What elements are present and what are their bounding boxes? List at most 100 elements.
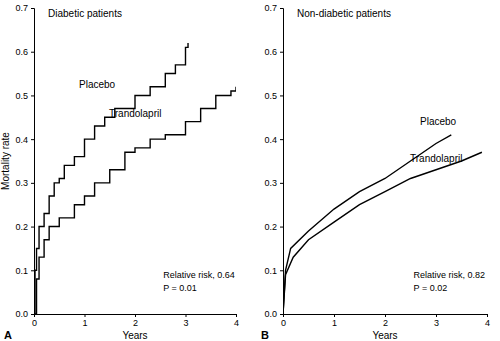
tick-mark — [135, 314, 136, 317]
tick: 0.3 — [15, 178, 34, 188]
tick-label: 0.4 — [15, 135, 28, 145]
panel: 0 1 2 3 4 0.0 0.1 0.2 0.3 0.4 0.5 0.6 0.7 Placebo Tran… — [261, 3, 490, 341]
figure: 0 1 2 3 4 0.0 0.1 0.2 0.3 0.4 0.5 0.6 0.7 Placebo Tran… — [0, 0, 500, 341]
tick-label: 0.1 — [264, 266, 277, 276]
tick-label: 0.3 — [264, 178, 277, 188]
tick-mark — [280, 314, 283, 315]
tick: 4 — [485, 314, 490, 328]
tick-label: 0.3 — [15, 178, 28, 188]
tick: 0.0 — [264, 309, 283, 319]
axis-line — [280, 9, 284, 315]
axis-line — [31, 9, 35, 315]
tick-label: 0.5 — [15, 91, 28, 101]
annotation: P = 0.02 — [414, 283, 448, 293]
tick-label: 0 — [281, 318, 286, 328]
axis-line — [284, 315, 488, 318]
tick: 1 — [82, 314, 87, 328]
tick: 2 — [383, 314, 388, 328]
annotation: Relative risk, 0.82 — [414, 270, 486, 280]
tick: 0.2 — [15, 222, 34, 232]
tick: 0 — [281, 314, 286, 328]
tick: 0.2 — [264, 222, 283, 232]
tick: 0.5 — [15, 91, 34, 101]
tick: 0.6 — [264, 47, 283, 57]
y-axis-title: Mortality rate — [0, 132, 11, 190]
tick-mark — [280, 52, 283, 53]
x-axis-title: Years — [372, 330, 397, 341]
tick: 4 — [234, 314, 239, 328]
tick-label: 1 — [82, 318, 87, 328]
tick-mark — [280, 183, 283, 184]
tick-mark — [85, 314, 86, 317]
tick: 0.1 — [264, 266, 283, 276]
tick: 0.4 — [264, 135, 283, 145]
series-label: Trandolapril — [109, 108, 161, 119]
tick: 1 — [332, 314, 337, 328]
tick-label: 3 — [434, 318, 439, 328]
tick: 0.7 — [15, 3, 34, 13]
tick-label: 0.6 — [15, 47, 28, 57]
tick: 0.0 — [15, 309, 34, 319]
tick: 0 — [32, 314, 37, 328]
panel-label: B — [261, 329, 269, 341]
x-axis: 0 1 2 3 4 — [32, 314, 239, 328]
tick-label: 0 — [32, 318, 37, 328]
tick-label: 0.7 — [15, 3, 28, 13]
tick-mark — [487, 314, 488, 317]
tick: 0.5 — [264, 91, 283, 101]
tick-mark — [280, 227, 283, 228]
tick-label: 2 — [383, 318, 388, 328]
tick-mark — [280, 139, 283, 140]
tick-label: 4 — [485, 318, 490, 328]
tick-label: 0.5 — [264, 91, 277, 101]
tick-label: 4 — [234, 318, 239, 328]
x-axis: 0 1 2 3 4 — [281, 314, 490, 328]
series-label: Placebo — [79, 79, 116, 90]
tick-label: 2 — [133, 318, 138, 328]
title: Non-diabetic patients — [297, 8, 391, 19]
tick-label: 0.0 — [264, 309, 277, 319]
tick-label: 0.4 — [264, 135, 277, 145]
plot-area — [283, 135, 482, 314]
tick-mark — [31, 183, 34, 184]
series-line — [283, 152, 482, 314]
tick-label: 0.6 — [264, 47, 277, 57]
tick: 0.6 — [15, 47, 34, 57]
tick-mark — [31, 8, 34, 9]
panel-label: A — [4, 329, 12, 341]
tick: 0.7 — [264, 3, 283, 13]
annotation: P = 0.01 — [163, 283, 197, 293]
tick-mark — [31, 270, 34, 271]
plot-area — [34, 43, 236, 314]
tick-mark — [436, 314, 437, 317]
annotation: Relative risk, 0.64 — [163, 270, 235, 280]
tick-mark — [31, 314, 34, 315]
tick-label: 1 — [332, 318, 337, 328]
tick-mark — [31, 139, 34, 140]
series-label: Placebo — [420, 116, 457, 127]
y-axis: 0.0 0.1 0.2 0.3 0.4 0.5 0.6 0.7 — [264, 3, 283, 319]
tick-label: 0.2 — [15, 222, 28, 232]
y-axis: 0.0 0.1 0.2 0.3 0.4 0.5 0.6 0.7 — [15, 3, 34, 319]
tick: 2 — [133, 314, 138, 328]
tick-mark — [31, 227, 34, 228]
series-label: Trandolapril — [410, 153, 462, 164]
tick: 0.4 — [15, 135, 34, 145]
tick: 0.3 — [264, 178, 283, 188]
tick-mark — [385, 314, 386, 317]
tick-mark — [280, 8, 283, 9]
axis-line — [35, 315, 237, 318]
tick-label: 0.1 — [15, 266, 28, 276]
series-line — [34, 87, 236, 314]
tick: 3 — [434, 314, 439, 328]
tick-label: 3 — [183, 318, 188, 328]
tick-mark — [236, 314, 237, 317]
tick-label: 0.0 — [15, 309, 28, 319]
tick-label: 0.2 — [264, 222, 277, 232]
tick-mark — [280, 95, 283, 96]
title: Diabetic patients — [48, 8, 122, 19]
tick-mark — [31, 52, 34, 53]
tick-mark — [280, 270, 283, 271]
tick: 0.1 — [15, 266, 34, 276]
tick-mark — [186, 314, 187, 317]
